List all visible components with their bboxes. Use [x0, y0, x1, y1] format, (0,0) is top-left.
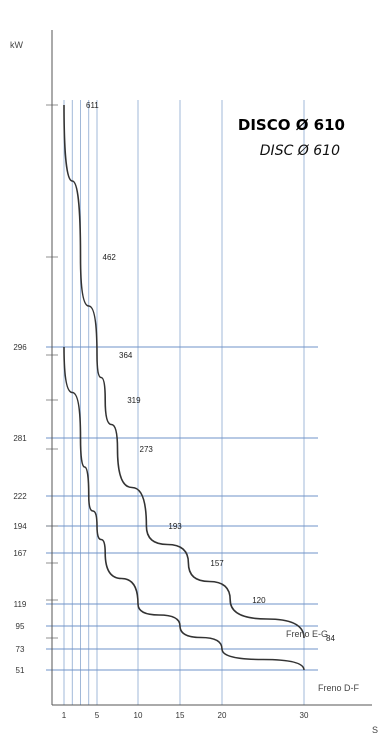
data-label: 193 [168, 522, 182, 531]
data-label: 120 [252, 596, 266, 605]
y-tick-label: 73 [16, 645, 25, 654]
y-tick-label: 119 [14, 600, 27, 609]
y-tick-label: 167 [13, 549, 27, 558]
x-tick-label: 10 [134, 711, 143, 720]
data-labels: 611 462 364 319 273 193 157 120 84 [86, 101, 335, 643]
y-tick-label: 194 [13, 522, 27, 531]
y-tick-label: 51 [16, 666, 25, 675]
series-label-freno-df: Freno D-F [318, 683, 360, 693]
data-label: 611 [86, 101, 99, 110]
x-tick-label: 1 [62, 711, 67, 720]
series-lines [63, 104, 305, 671]
x-tick-label: 30 [300, 711, 309, 720]
y-tick-label: 281 [13, 434, 27, 443]
chart-subtitle: DISC Ø 610 [260, 143, 340, 159]
grid [46, 100, 318, 705]
x-tick-label: 15 [176, 711, 185, 720]
series-label-freno-eg: Freno E-G [286, 629, 328, 639]
x-tick-labels: 1 5 10 15 20 30 [62, 711, 309, 720]
x-axis-label: S [372, 725, 378, 735]
data-label: 157 [210, 559, 224, 568]
y-tick-label: 296 [13, 343, 27, 352]
data-label: 84 [326, 634, 335, 643]
axes [51, 30, 372, 706]
y-tick-label: 95 [16, 622, 25, 631]
series-line-freno-df [63, 346, 305, 671]
x-tick-label: 20 [218, 711, 227, 720]
chart-title: DISCO Ø 610 [238, 116, 345, 134]
data-label: 273 [140, 445, 154, 454]
data-label: 319 [127, 396, 141, 405]
data-label: 462 [103, 253, 117, 262]
data-label: 364 [119, 351, 133, 360]
y-tick-label: 222 [13, 492, 27, 501]
series-line-freno-eg [63, 104, 305, 639]
y-axis-label: kW [10, 40, 24, 50]
x-tick-label: 5 [95, 711, 100, 720]
y-tick-labels: 296 281 222 194 167 119 95 73 51 [13, 343, 27, 675]
